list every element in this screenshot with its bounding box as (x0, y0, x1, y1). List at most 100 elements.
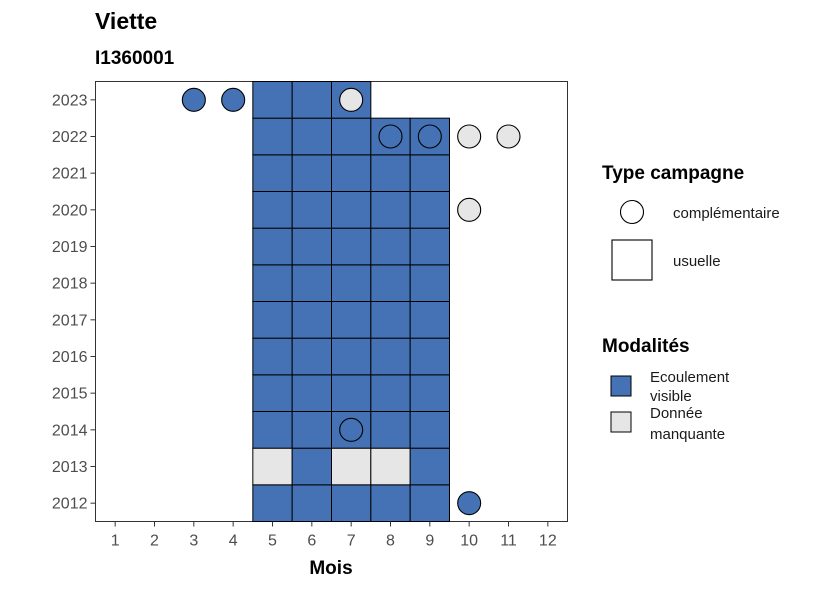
tile-2012-8 (370, 484, 411, 523)
tile-2015-8 (370, 374, 411, 413)
point-2023-3 (181, 87, 206, 112)
tile-2018-6 (291, 264, 332, 303)
point-2023-7 (339, 87, 364, 112)
tile-2018-5 (252, 264, 293, 303)
point-2023-4 (221, 87, 246, 112)
tile-2021-8 (370, 154, 411, 192)
tile-2020-8 (370, 191, 411, 229)
tile-2014-5 (252, 411, 293, 449)
legend-label-donnee-line1: Donnée (650, 405, 703, 422)
tile-2022-7 (331, 117, 372, 156)
legend-modal-title: Modalités (602, 336, 690, 357)
point-2020-10 (457, 197, 482, 222)
tile-2015-9 (409, 374, 450, 413)
tile-2023-6 (291, 81, 332, 119)
tile-2012-7 (331, 484, 372, 523)
tile-2019-8 (370, 227, 411, 266)
y-tick-label-2023: 2023 (52, 92, 88, 109)
tile-2020-9 (409, 191, 450, 229)
legend-modalites: Modalités Ecoulement visible Donnée manq… (602, 336, 730, 443)
x-axis-label: Mois (309, 558, 352, 579)
x-tick-label-8: 8 (386, 533, 395, 550)
tile-2022-5 (252, 117, 293, 156)
tile-2012-5 (252, 484, 293, 523)
tile-2021-7 (331, 154, 372, 192)
x-tick-label-9: 9 (425, 533, 434, 550)
x-tick-label-12: 12 (539, 533, 557, 550)
legend-type-campagne: Type campagne complémentaire usuelle (602, 163, 780, 281)
chart-title: Viette (95, 8, 157, 34)
tile-2013-6 (291, 447, 332, 486)
tile-2017-8 (370, 301, 411, 339)
tile-2021-6 (291, 154, 332, 192)
x-tick-label-4: 4 (229, 533, 238, 550)
point-2014-7 (339, 417, 364, 442)
y-tick-label-2019: 2019 (52, 239, 88, 256)
x-tick-label-11: 11 (500, 533, 517, 550)
tile-2018-8 (370, 264, 411, 303)
point-2022-10 (457, 124, 482, 149)
tile-2022-6 (291, 117, 332, 156)
tile-2015-7 (331, 374, 372, 413)
tile-2018-9 (409, 264, 450, 303)
tile-2019-5 (252, 227, 293, 266)
legend-key-ecoulement-visible (610, 375, 632, 397)
tile-2016-7 (331, 337, 372, 376)
point-2022-9 (417, 124, 442, 149)
x-tick-label-3: 3 (189, 533, 198, 550)
tile-2016-9 (409, 337, 450, 376)
tile-2020-6 (291, 191, 332, 229)
legend-label-donnee-line2: manquante (650, 426, 725, 443)
chart-subtitle: I1360001 (95, 48, 175, 69)
x-tick-label-6: 6 (307, 533, 316, 550)
tile-2015-5 (252, 374, 293, 413)
point-2022-11 (496, 124, 521, 149)
tile-2017-5 (252, 301, 293, 339)
x-tick-label-7: 7 (347, 533, 356, 550)
legend-key-donnee-manquante (610, 411, 632, 433)
legend-type-item-complementaire: complémentaire (673, 205, 780, 222)
tile-2013-9 (409, 447, 450, 486)
y-tick-label-2012: 2012 (52, 496, 88, 513)
tile-2019-9 (409, 227, 450, 266)
legend-label-ecoulement-line1: Ecoulement (650, 369, 730, 386)
y-tick-label-2013: 2013 (52, 459, 88, 476)
x-tick-label-5: 5 (268, 533, 277, 550)
tile-2020-5 (252, 191, 293, 229)
tile-2017-9 (409, 301, 450, 339)
tile-2017-7 (331, 301, 372, 339)
y-tick-label-2017: 2017 (52, 312, 88, 329)
legend-type-title: Type campagne (602, 163, 744, 184)
tile-2016-6 (291, 337, 332, 376)
y-tick-label-2016: 2016 (52, 349, 88, 366)
legend-circle-key (619, 199, 645, 225)
tile-2012-9 (409, 484, 450, 523)
point-2022-8 (378, 124, 403, 149)
tile-2019-6 (291, 227, 332, 266)
circle-layer (181, 87, 521, 516)
y-tick-label-2018: 2018 (52, 276, 88, 293)
x-tick-label-2: 2 (150, 533, 159, 550)
tile-2014-9 (409, 411, 450, 449)
legend-type-item-usuelle: usuelle (673, 253, 721, 270)
x-axis: 1 2 3 4 5 6 7 8 9 10 11 12 (111, 521, 557, 550)
tile-2013-7 (331, 447, 372, 486)
tile-2019-7 (331, 227, 372, 266)
tile-2016-8 (370, 337, 411, 376)
tile-2020-7 (331, 191, 372, 229)
tile-2014-6 (291, 411, 332, 449)
y-tick-label-2021: 2021 (52, 166, 88, 183)
tile-2021-5 (252, 154, 293, 192)
x-tick-label-10: 10 (460, 533, 478, 550)
tile-2013-5 (252, 447, 293, 486)
tile-2014-8 (370, 411, 411, 449)
x-tick-label-1: 1 (111, 533, 120, 550)
tile-2016-5 (252, 337, 293, 376)
point-2012-10 (457, 491, 482, 516)
tile-2021-9 (409, 154, 450, 192)
tile-2013-8 (370, 447, 411, 486)
tile-2017-6 (291, 301, 332, 339)
y-tick-label-2022: 2022 (52, 129, 88, 146)
tile-2018-7 (331, 264, 372, 303)
